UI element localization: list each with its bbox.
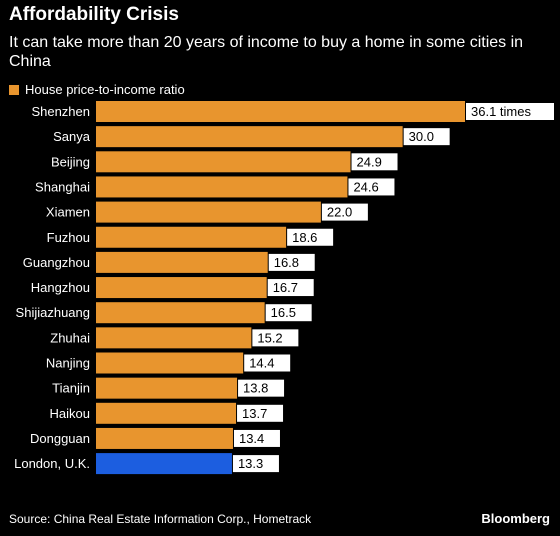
- legend: House price-to-income ratio: [9, 82, 185, 97]
- bar: [96, 277, 267, 299]
- bar: [96, 402, 237, 424]
- category-label: Dongguan: [30, 431, 90, 446]
- bar: [96, 151, 351, 173]
- category-label: Shanghai: [35, 179, 90, 194]
- bar: [96, 352, 244, 374]
- source-note: Source: China Real Estate Information Co…: [9, 512, 312, 526]
- data-label-box: [287, 228, 334, 246]
- bar: [96, 126, 403, 148]
- data-label: 13.3: [238, 456, 263, 471]
- category-label: Hangzhou: [31, 280, 90, 295]
- category-label: Xiamen: [46, 205, 90, 220]
- data-label-box: [321, 203, 368, 221]
- data-label-box: [351, 153, 398, 171]
- data-label-box: [466, 103, 554, 120]
- data-label-box: [267, 279, 314, 297]
- chart-title: Affordability Crisis: [9, 4, 179, 25]
- data-label-box: [403, 128, 450, 146]
- data-label: 16.7: [273, 280, 298, 295]
- data-label: 30.0: [409, 129, 434, 144]
- data-label: 24.6: [353, 179, 378, 194]
- data-label-box: [244, 354, 291, 372]
- data-label-box: [268, 253, 315, 271]
- bar: [96, 251, 268, 273]
- category-label: Zhuhai: [50, 330, 90, 345]
- chart-subtitle: It can take more than 20 years of income…: [9, 34, 524, 70]
- data-label: 16.5: [271, 305, 296, 320]
- category-label: Shijiazhuang: [16, 305, 90, 320]
- data-label-box: [238, 379, 285, 397]
- bar: [96, 226, 287, 248]
- bar: [96, 101, 465, 122]
- data-label-box: [233, 429, 280, 447]
- data-label-box: [237, 404, 284, 422]
- category-label: Beijing: [51, 154, 90, 169]
- data-label: 16.8: [274, 255, 299, 270]
- data-label-box: [265, 304, 312, 322]
- bar: [96, 377, 238, 399]
- bar: [96, 201, 321, 223]
- data-label: 24.9: [357, 154, 382, 169]
- category-label: London, U.K.: [14, 456, 90, 471]
- category-label: Fuzhou: [47, 230, 90, 245]
- data-label: 15.2: [257, 330, 282, 345]
- bar: [96, 302, 265, 324]
- category-label: Shenzhen: [31, 104, 90, 119]
- category-label: Guangzhou: [23, 255, 90, 270]
- data-label: 14.4: [249, 356, 274, 371]
- data-label-box: [232, 455, 279, 473]
- data-label: 13.4: [239, 431, 264, 446]
- bar: [96, 176, 348, 198]
- data-label: 13.8: [243, 381, 268, 396]
- category-label: Sanya: [53, 129, 91, 144]
- data-label: 36.1 times: [471, 104, 531, 119]
- category-label: Nanjing: [46, 356, 90, 371]
- data-label: 13.7: [242, 406, 267, 421]
- category-label: Tianjin: [52, 381, 90, 396]
- data-label: 22.0: [327, 205, 352, 220]
- legend-swatch: [9, 84, 19, 95]
- bar: [96, 427, 233, 449]
- data-label-box: [348, 178, 395, 196]
- data-label-box: [252, 329, 299, 347]
- bar: [96, 327, 252, 349]
- bar: [96, 453, 232, 475]
- data-label: 18.6: [292, 230, 317, 245]
- legend-label: House price-to-income ratio: [25, 82, 185, 97]
- bloomberg-logo: Bloomberg: [481, 511, 550, 526]
- category-label: Haikou: [50, 406, 90, 421]
